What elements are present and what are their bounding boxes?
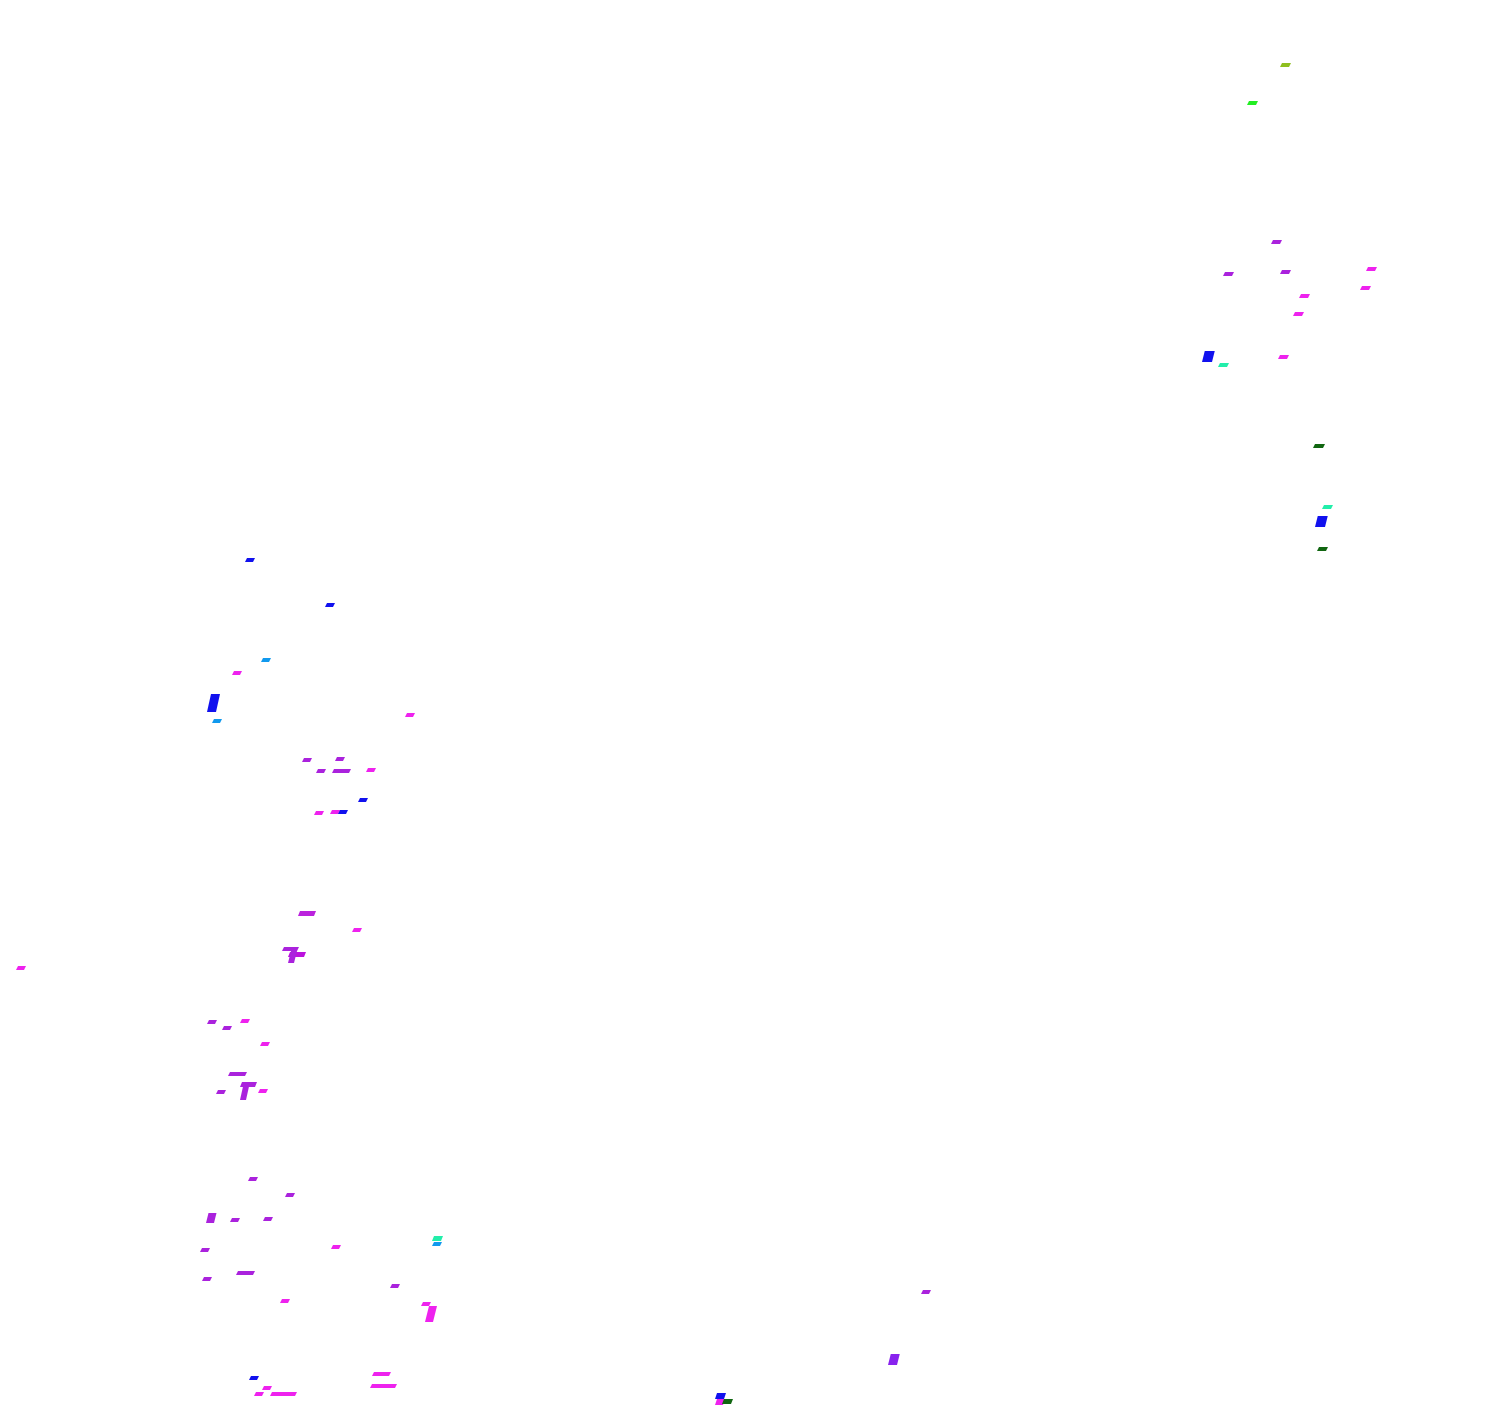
fragment [888,1354,900,1365]
fragment [240,1082,250,1100]
fragment [200,1248,210,1252]
fragment [722,1399,733,1404]
fragment [206,1213,217,1223]
fragment [302,758,312,762]
fragment [240,1019,250,1023]
fragment [921,1290,931,1294]
fragment [338,810,348,814]
fragment [366,768,376,772]
fragment [330,810,340,814]
fragment [358,798,368,802]
fragment [254,1392,264,1396]
fragment [202,1277,212,1281]
fragment [1322,505,1333,509]
fragment [263,1217,273,1221]
fragment [1315,516,1328,527]
fragment [331,1245,341,1249]
fragment [1280,270,1291,274]
fragment [432,1242,442,1246]
fragment [1366,267,1377,271]
fragment [1271,240,1282,244]
fragment [228,1072,247,1076]
fragment [314,811,324,815]
fragment [260,1042,270,1046]
fragment [298,911,316,916]
fragment [1313,444,1325,448]
fragment [285,1193,295,1197]
fragment [16,966,26,970]
fragment [1317,547,1328,551]
fragment [230,1218,240,1222]
fragment [207,694,220,712]
fragment [425,1306,437,1322]
fragment [1293,312,1304,316]
fragment [216,1090,226,1094]
fragment [715,1393,726,1399]
fragment [249,1376,259,1380]
fragment [1360,286,1371,290]
fragment [1299,294,1310,298]
fragment [421,1302,431,1306]
fragment [1247,101,1258,105]
fragment [248,1177,258,1181]
fragment [212,719,222,723]
fragment [280,1299,290,1303]
fragment [207,1020,217,1024]
fragment [372,1372,391,1376]
fragment [325,603,335,607]
fragment [352,928,362,932]
fragment [222,1026,232,1030]
fragment [258,1089,268,1093]
fragment [236,1271,255,1275]
fragment [316,769,326,773]
fragment [370,1384,397,1388]
fragment [405,713,415,717]
fragment [262,1386,272,1390]
fragment [1278,355,1289,359]
fragment [432,1236,443,1241]
fragment [261,658,271,662]
fragment [332,769,351,773]
fragment [288,948,298,963]
fragment [335,757,345,761]
fragment [1202,351,1215,362]
fragment [1218,363,1229,367]
fragment [1280,63,1291,67]
fragment [245,558,255,562]
fragment [232,671,242,675]
fragment [270,1392,297,1396]
fragment [390,1284,400,1288]
fragment [1223,272,1234,276]
